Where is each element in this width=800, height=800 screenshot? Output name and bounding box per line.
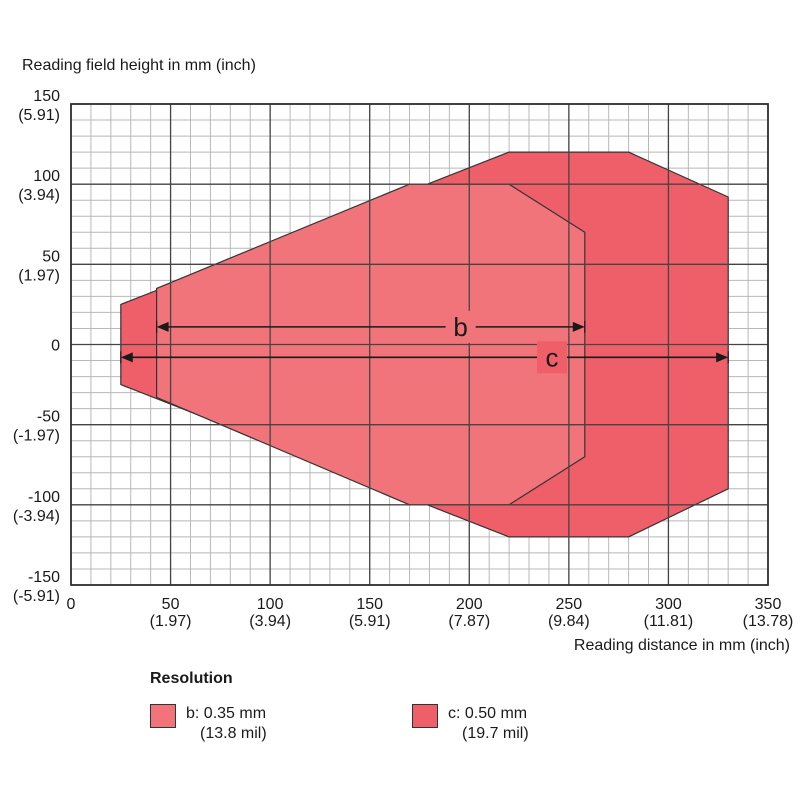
y-tick-inch: (3.94) bbox=[18, 187, 60, 204]
x-tick-inch: (13.78) bbox=[743, 613, 794, 630]
legend-swatch-b bbox=[150, 704, 176, 728]
y-axis-label: Reading field height in mm (inch) bbox=[22, 57, 256, 74]
x-tick-mm: 200 bbox=[456, 596, 483, 613]
x-tick-350: 350(13.78) bbox=[743, 596, 794, 630]
x-tick-mm: 250 bbox=[556, 596, 583, 613]
x-tick-100: 100(3.94) bbox=[249, 596, 291, 630]
y-tick--150: -150 (-5.91) bbox=[13, 569, 60, 605]
x-tick-mm: 300 bbox=[655, 596, 682, 613]
x-tick-0: 0 bbox=[67, 596, 76, 613]
y-tick-inch: (-1.97) bbox=[13, 428, 60, 445]
arrow-b: b bbox=[156, 310, 586, 343]
y-tick-mm: 100 bbox=[33, 168, 60, 185]
y-tick-mm: -150 bbox=[28, 569, 60, 586]
arrow-label-c: c bbox=[546, 342, 559, 372]
y-tick-mm: -50 bbox=[37, 409, 60, 426]
y-tick-inch: (1.97) bbox=[18, 267, 60, 284]
major-grid bbox=[70, 103, 769, 586]
x-tick-inch: (3.94) bbox=[249, 613, 291, 630]
legend-label-c: c: 0.50 mm bbox=[448, 705, 528, 722]
x-tick-mm: 50 bbox=[162, 596, 180, 613]
x-axis-label: Reading distance in mm (inch) bbox=[574, 637, 790, 654]
x-tick-inch: (7.87) bbox=[448, 613, 490, 630]
x-tick-inch: (1.97) bbox=[150, 613, 192, 630]
y-tick-100: 100 (3.94) bbox=[18, 168, 60, 204]
y-tick-150: 150 (5.91) bbox=[18, 88, 60, 124]
y-tick-50: 50 (1.97) bbox=[18, 248, 60, 284]
y-tick-mm: 150 bbox=[33, 88, 60, 105]
x-tick-inch: (5.91) bbox=[349, 613, 391, 630]
plot-frame bbox=[70, 103, 769, 586]
x-tick-labels: 0 50(1.97)100(3.94)150(5.91)200(7.87)250(… bbox=[67, 596, 794, 630]
x-tick-150: 150(5.91) bbox=[349, 596, 391, 630]
legend-sub-c: (19.7 mil) bbox=[462, 725, 529, 742]
x-tick-200: 200(7.87) bbox=[448, 596, 490, 630]
legend-title: Resolution bbox=[150, 670, 233, 687]
y-tick-inch: (-5.91) bbox=[13, 588, 60, 605]
y-tick-labels: 150 (5.91) 100 (3.94) 50 (1.97) 0 -50 (-1.97) -10… bbox=[13, 88, 60, 605]
arrow-c: c bbox=[120, 341, 729, 374]
y-tick-inch: (5.91) bbox=[18, 107, 60, 124]
arrow-label-b: b bbox=[453, 312, 467, 342]
y-tick-mm: -100 bbox=[28, 489, 60, 506]
x-tick-50: 50(1.97) bbox=[150, 596, 192, 630]
y-tick-mm: 50 bbox=[42, 248, 60, 265]
x-tick-inch: (9.84) bbox=[548, 613, 590, 630]
y-tick-inch: (-3.94) bbox=[13, 508, 60, 525]
y-tick-mm: 0 bbox=[51, 338, 60, 355]
legend-label-b: b: 0.35 mm bbox=[186, 705, 267, 722]
y-tick--100: -100 (-3.94) bbox=[13, 489, 60, 525]
legend-swatch-c bbox=[412, 704, 438, 728]
dimension-arrows: cb bbox=[120, 310, 729, 374]
x-tick-mm: 350 bbox=[755, 596, 782, 613]
x-tick-300: 300(11.81) bbox=[644, 596, 694, 630]
y-tick-0: 0 bbox=[51, 338, 60, 355]
x-tick-mm: 0 bbox=[67, 596, 76, 613]
x-tick-mm: 150 bbox=[356, 596, 383, 613]
x-tick-250: 250(9.84) bbox=[548, 596, 590, 630]
y-tick--50: -50 (-1.97) bbox=[13, 409, 60, 445]
x-tick-mm: 100 bbox=[257, 596, 284, 613]
legend-sub-b: (13.8 mil) bbox=[200, 725, 267, 742]
x-tick-inch: (11.81) bbox=[644, 613, 694, 630]
